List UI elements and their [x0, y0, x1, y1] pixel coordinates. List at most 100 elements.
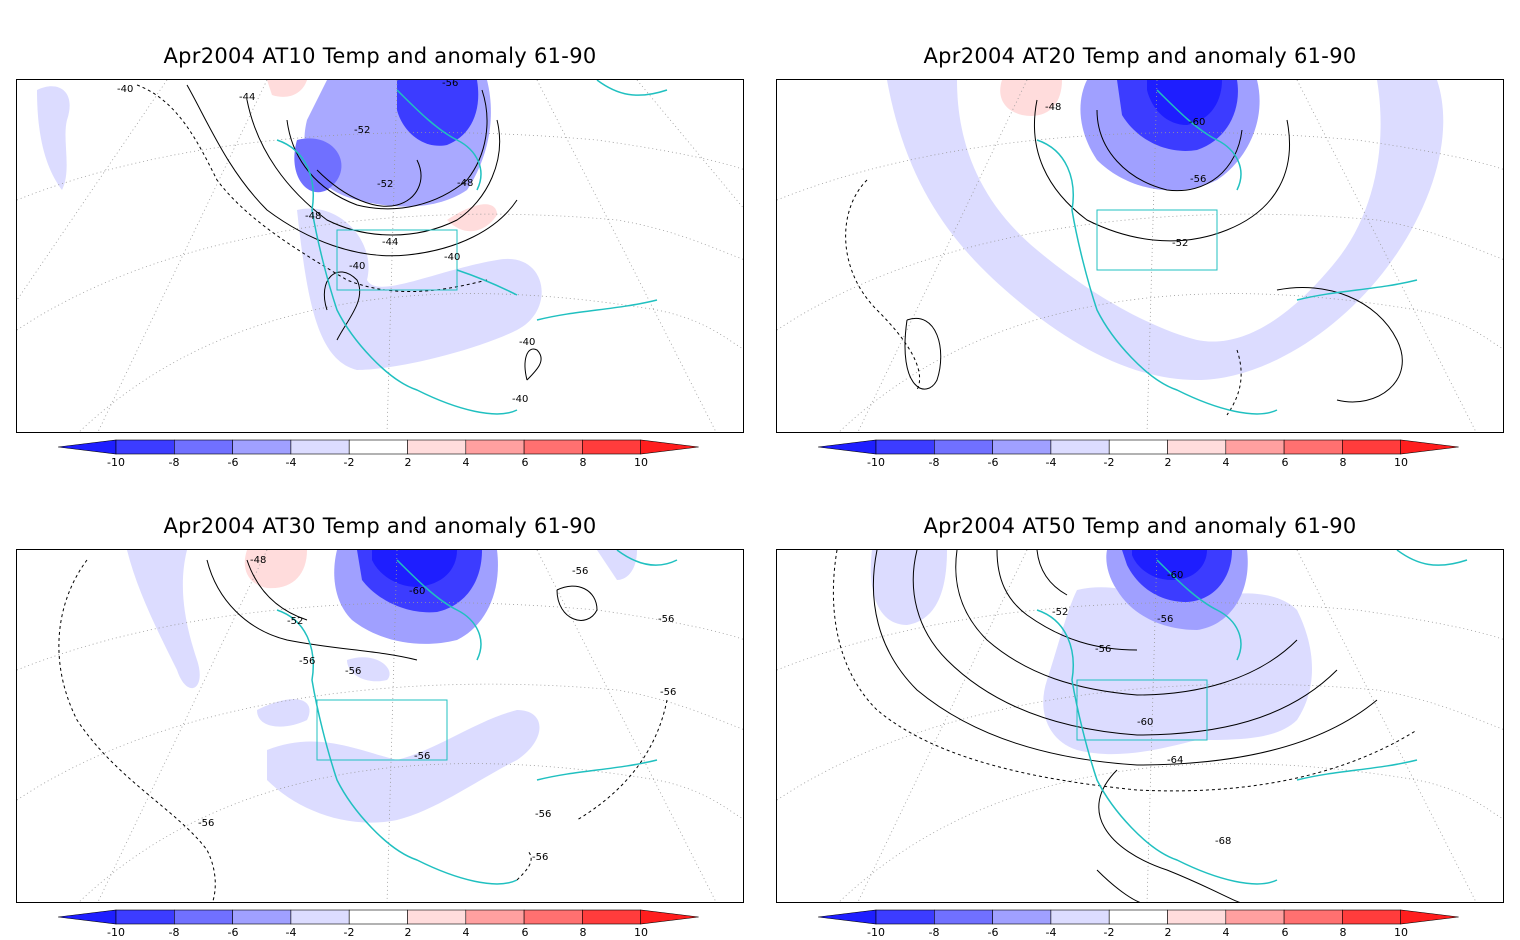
- colorbar-tick: -2: [343, 456, 355, 469]
- colorbar-tick: -2: [343, 926, 355, 939]
- colorbar-bin: [875, 439, 935, 455]
- panel-title: Apr2004 AT10 Temp and anomaly 61-90: [163, 44, 597, 68]
- colorbar-tick: 6: [1281, 456, 1289, 469]
- contour-label: -52: [354, 125, 370, 136]
- colorbar-bin: [1050, 909, 1110, 925]
- colorbar-bin: [290, 439, 350, 455]
- contour-label: -60: [1189, 117, 1205, 128]
- contour-label: -52: [287, 616, 303, 627]
- colorbar-tick: -8: [168, 926, 180, 939]
- contour-label: -40: [512, 394, 528, 405]
- contour-label: -60: [1167, 570, 1183, 581]
- colorbar-tick: -6: [987, 456, 999, 469]
- colorbar-tick: 8: [579, 456, 587, 469]
- colorbar-bin: [348, 439, 408, 455]
- colorbar-tick: 10: [634, 456, 648, 469]
- panel-at50: Apr2004 AT50 Temp and anomaly 61-90: [760, 470, 1520, 940]
- colorbar: -10 -8 -6 -4 -2 2 4 6 8 10: [58, 908, 704, 940]
- colorbar-tick: -4: [285, 926, 297, 939]
- contour-label: -60: [409, 586, 425, 597]
- contour-label: -56: [299, 656, 315, 667]
- contour-label: -56: [658, 614, 674, 625]
- map-plot: -48 -60 -52 -56 -56 -56 -56 -56 -56 -56 …: [16, 549, 744, 903]
- contour-label: -52: [1172, 238, 1188, 249]
- panel-title: Apr2004 AT20 Temp and anomaly 61-90: [923, 44, 1357, 68]
- colorbar-labels: -10 -8 -6 -4 -2 2 4 6 8 10: [58, 926, 704, 940]
- contour-label: -40: [117, 84, 133, 95]
- contour-label: -52: [1052, 607, 1068, 618]
- colorbar: -10 -8 -6 -4 -2 2 4 6 8 10: [818, 908, 1464, 940]
- contour-label: -40: [349, 261, 365, 272]
- colorbar: -10 -8 -6 -4 -2 2 4 6 8 10: [818, 438, 1464, 470]
- panel-title: Apr2004 AT50 Temp and anomaly 61-90: [923, 514, 1357, 538]
- colorbar-bin: [465, 909, 525, 925]
- contour-label: -56: [535, 809, 551, 820]
- colorbar-tick: 2: [1164, 926, 1172, 939]
- colorbar-arrow-right: [1400, 439, 1459, 455]
- colorbar-bin: [523, 909, 583, 925]
- colorbar-bin: [348, 909, 408, 925]
- contour-label: -56: [1190, 174, 1206, 185]
- colorbar-tick: 8: [1339, 456, 1347, 469]
- colorbar-bin: [582, 909, 642, 925]
- colorbar-bin: [232, 909, 292, 925]
- contour-label: -56: [442, 80, 458, 89]
- colorbar-bin: [1342, 439, 1402, 455]
- colorbar-arrow-right: [640, 439, 699, 455]
- colorbar-bin: [1283, 439, 1343, 455]
- colorbar: -10 -8 -6 -4 -2 2 4 6 8 10: [58, 438, 704, 470]
- colorbar-arrow-right: [1400, 909, 1459, 925]
- contour-label: -48: [1045, 102, 1061, 113]
- colorbar-tick: 4: [1222, 926, 1230, 939]
- contour-label: -56: [660, 687, 676, 698]
- colorbar-bin: [875, 909, 935, 925]
- contour-label: -60: [1137, 717, 1153, 728]
- contour-label: -56: [1095, 644, 1111, 655]
- contour-label: -64: [1167, 755, 1183, 766]
- colorbar-tick: -6: [227, 456, 239, 469]
- colorbar-tick: -10: [867, 456, 885, 469]
- colorbar-tick: -6: [227, 926, 239, 939]
- colorbar-tick: 2: [1164, 456, 1172, 469]
- colorbar-tick: -10: [107, 926, 125, 939]
- colorbar-bin: [992, 439, 1052, 455]
- colorbar-bin: [1167, 439, 1227, 455]
- colorbar-tick: 10: [634, 926, 648, 939]
- colorbar-tick: 6: [521, 456, 529, 469]
- colorbar-bin: [1225, 909, 1285, 925]
- colorbar-bin: [407, 909, 467, 925]
- colorbar-tick: -10: [107, 456, 125, 469]
- map-plot: -40 -44 -56 -52 -52 -48 -48 -44 -40 -40 …: [16, 79, 744, 433]
- colorbar-tick: 4: [462, 456, 470, 469]
- panel-title: Apr2004 AT30 Temp and anomaly 61-90: [163, 514, 597, 538]
- colorbar-arrow-left: [58, 439, 117, 455]
- colorbar-tick: 10: [1394, 926, 1408, 939]
- colorbar-bin: [992, 909, 1052, 925]
- colorbar-tick: -8: [928, 456, 940, 469]
- colorbar-tick: 6: [521, 926, 529, 939]
- colorbar-tick: -8: [168, 456, 180, 469]
- colorbar-tick: -4: [1045, 926, 1057, 939]
- colorbar-bin: [174, 439, 233, 455]
- colorbar-bin: [1342, 909, 1402, 925]
- colorbar-tick: -4: [285, 456, 297, 469]
- colorbar-tick: -4: [1045, 456, 1057, 469]
- colorbar-tick: 10: [1394, 456, 1408, 469]
- contour-label: -56: [345, 666, 361, 677]
- contour-label: -56: [414, 751, 430, 762]
- colorbar-arrow-left: [818, 439, 877, 455]
- colorbar-tick: -6: [987, 926, 999, 939]
- colorbar-tick: 4: [462, 926, 470, 939]
- contour-label: -44: [382, 237, 398, 248]
- map-plot: -60 -52 -56 -56 -60 -64 -68: [776, 549, 1504, 903]
- contour-label: -48: [457, 178, 473, 189]
- contour-label: -40: [519, 337, 535, 348]
- contour-label: -56: [198, 818, 214, 829]
- colorbar-bin: [1225, 439, 1285, 455]
- colorbar-bin: [1167, 909, 1227, 925]
- colorbar-bin: [1108, 909, 1168, 925]
- colorbar-tick: 8: [579, 926, 587, 939]
- contour-label: -48: [305, 211, 321, 222]
- colorbar-bin: [1050, 439, 1110, 455]
- colorbar-arrow-left: [58, 909, 117, 925]
